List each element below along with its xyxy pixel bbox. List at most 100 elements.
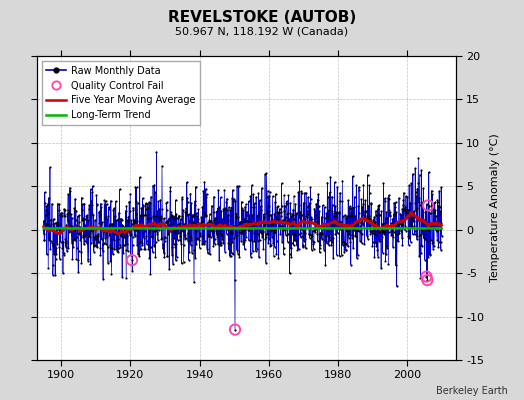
Point xyxy=(203,233,212,239)
Point xyxy=(277,213,285,219)
Point xyxy=(334,225,343,231)
Point xyxy=(325,242,333,248)
Point xyxy=(411,200,420,206)
Point xyxy=(163,253,172,260)
Point xyxy=(52,221,61,227)
Point xyxy=(282,198,291,204)
Point xyxy=(143,200,151,207)
Point xyxy=(107,271,116,278)
Point xyxy=(185,248,193,255)
Point xyxy=(321,262,330,269)
Point xyxy=(330,213,338,220)
Point xyxy=(361,209,369,215)
Point xyxy=(221,205,230,212)
Point xyxy=(228,187,237,193)
Point xyxy=(245,237,253,244)
Point xyxy=(300,238,308,244)
Point xyxy=(169,214,178,220)
Point xyxy=(58,244,67,251)
Point xyxy=(114,236,122,242)
Point xyxy=(140,227,149,234)
Point xyxy=(397,228,405,234)
Point xyxy=(398,242,407,248)
Point xyxy=(132,226,140,233)
Point xyxy=(188,219,196,226)
Point xyxy=(233,225,242,231)
Point xyxy=(115,186,124,193)
Point xyxy=(83,240,91,246)
Point xyxy=(146,200,154,207)
Point xyxy=(310,205,319,212)
Point xyxy=(84,232,93,239)
Point xyxy=(166,188,174,194)
Point xyxy=(391,204,399,211)
Point xyxy=(120,234,128,240)
Point xyxy=(373,228,381,235)
Point xyxy=(261,260,270,266)
Point xyxy=(190,220,199,227)
Point xyxy=(149,213,158,220)
Point xyxy=(311,229,320,236)
Point xyxy=(244,198,253,204)
Point xyxy=(300,229,309,236)
Point xyxy=(305,231,313,237)
Point xyxy=(180,222,189,228)
Point xyxy=(139,222,147,229)
Point xyxy=(116,230,125,236)
Point xyxy=(290,215,298,222)
Point xyxy=(426,224,434,231)
Point xyxy=(241,204,249,210)
Point xyxy=(186,190,194,197)
Point xyxy=(122,203,130,209)
Point xyxy=(255,254,263,260)
Point xyxy=(47,220,56,227)
Point xyxy=(393,237,401,243)
Point xyxy=(101,201,110,208)
Point xyxy=(266,188,274,195)
Point xyxy=(384,261,392,267)
Point xyxy=(360,240,368,247)
Point xyxy=(305,234,314,241)
Point xyxy=(157,215,165,221)
Point xyxy=(56,212,64,218)
Point xyxy=(391,211,399,217)
Point xyxy=(343,224,352,230)
Point xyxy=(324,194,332,200)
Point xyxy=(187,235,195,241)
Point xyxy=(354,219,362,225)
Point xyxy=(220,206,228,212)
Point xyxy=(333,184,342,190)
Point xyxy=(122,246,130,253)
Point xyxy=(104,206,113,212)
Point xyxy=(156,217,164,223)
Point xyxy=(340,238,348,245)
Point xyxy=(178,196,186,203)
Point xyxy=(174,229,182,236)
Point xyxy=(361,197,369,204)
Point xyxy=(343,228,352,234)
Point xyxy=(131,232,139,238)
Point xyxy=(160,215,168,221)
Point xyxy=(409,218,418,224)
Point xyxy=(244,218,252,224)
Point xyxy=(320,222,328,229)
Point xyxy=(198,218,206,224)
Point xyxy=(313,218,321,225)
Point xyxy=(356,224,365,231)
Point xyxy=(99,276,107,282)
Point xyxy=(168,252,176,258)
Point xyxy=(249,222,258,228)
Point xyxy=(304,194,312,200)
Point xyxy=(43,221,51,228)
Point xyxy=(428,240,436,246)
Point xyxy=(141,246,149,253)
Point xyxy=(42,207,51,214)
Point xyxy=(336,220,345,226)
Point xyxy=(101,228,110,234)
Point xyxy=(88,189,96,195)
Point xyxy=(138,240,146,246)
Point xyxy=(155,215,163,222)
Point xyxy=(419,231,427,237)
Point xyxy=(159,245,167,251)
Point xyxy=(130,233,139,239)
